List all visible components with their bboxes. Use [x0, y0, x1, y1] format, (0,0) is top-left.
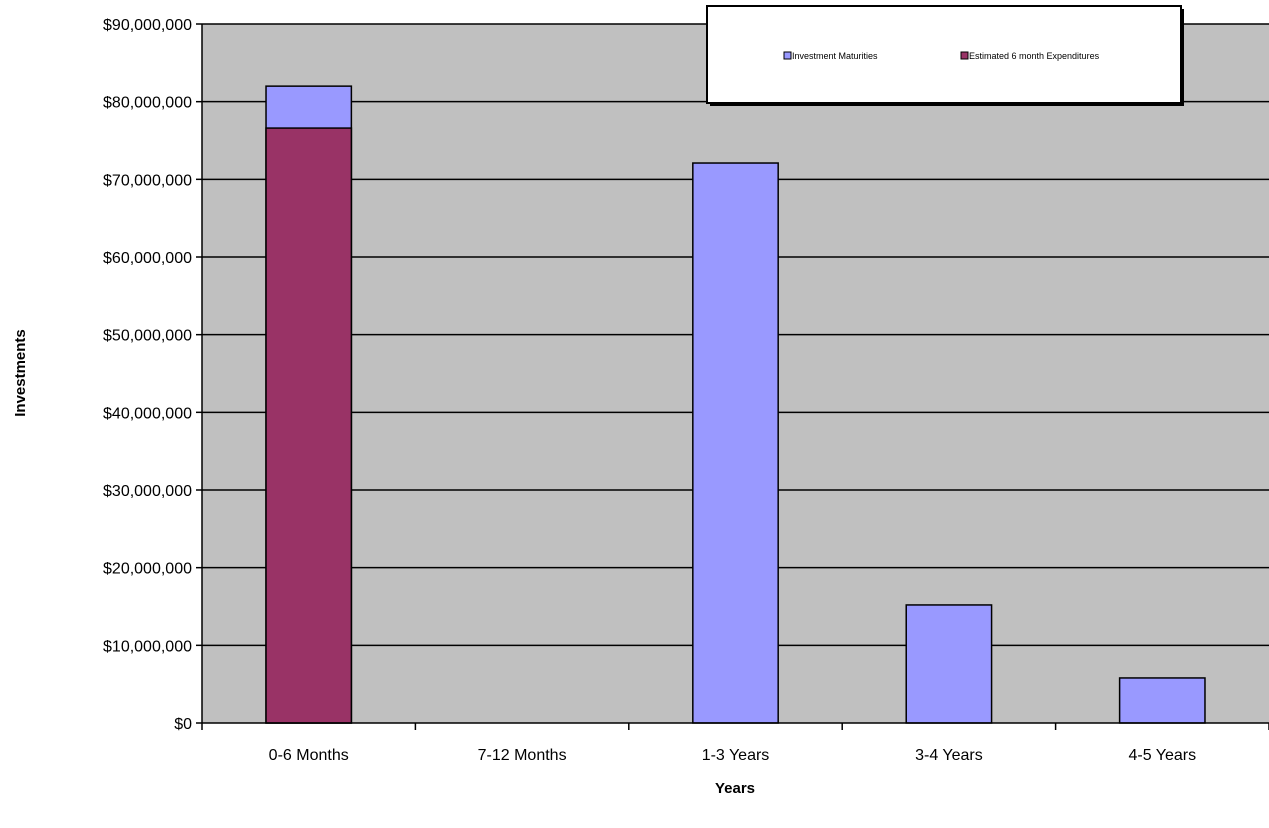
legend-label-investment-maturities: Investment Maturities	[792, 51, 878, 61]
x-tick-label: 4-5 Years	[1128, 747, 1196, 764]
bar-estimated-expenditures-0	[265, 127, 353, 724]
y-tick-label: $80,000,000	[103, 95, 192, 112]
x-tick-label: 7-12 Months	[478, 747, 567, 764]
legend-swatch-investment-maturities	[783, 51, 792, 60]
x-axis-title: Years	[715, 780, 755, 797]
x-tick-label: 1-3 Years	[702, 747, 770, 764]
y-tick-label: $90,000,000	[103, 17, 192, 34]
y-tick-label: $70,000,000	[103, 172, 192, 189]
x-tick-label: 0-6 Months	[269, 747, 349, 764]
y-axis-title: Investments	[12, 329, 29, 417]
legend-swatch-estimated-6-month-expenditures	[960, 51, 969, 60]
y-tick-label: $40,000,000	[103, 405, 192, 422]
y-tick-label: $60,000,000	[103, 250, 192, 267]
y-tick-label: $50,000,000	[103, 328, 192, 345]
legend-label-estimated-6-month-expenditures: Estimated 6 month Expenditures	[969, 51, 1100, 61]
y-tick-label: $0	[174, 716, 192, 733]
y-tick-label: $30,000,000	[103, 483, 192, 500]
y-tick-label: $10,000,000	[103, 638, 192, 655]
x-tick-label: 3-4 Years	[915, 747, 983, 764]
bar-investment-maturities-3	[905, 604, 993, 724]
legend-box	[706, 5, 1182, 104]
bar-investment-maturities-4	[1118, 677, 1206, 724]
legend: Investment Maturities Estimated 6 month …	[706, 5, 1184, 106]
y-tick-label: $20,000,000	[103, 561, 192, 578]
bar-investment-maturities-2	[692, 162, 779, 724]
